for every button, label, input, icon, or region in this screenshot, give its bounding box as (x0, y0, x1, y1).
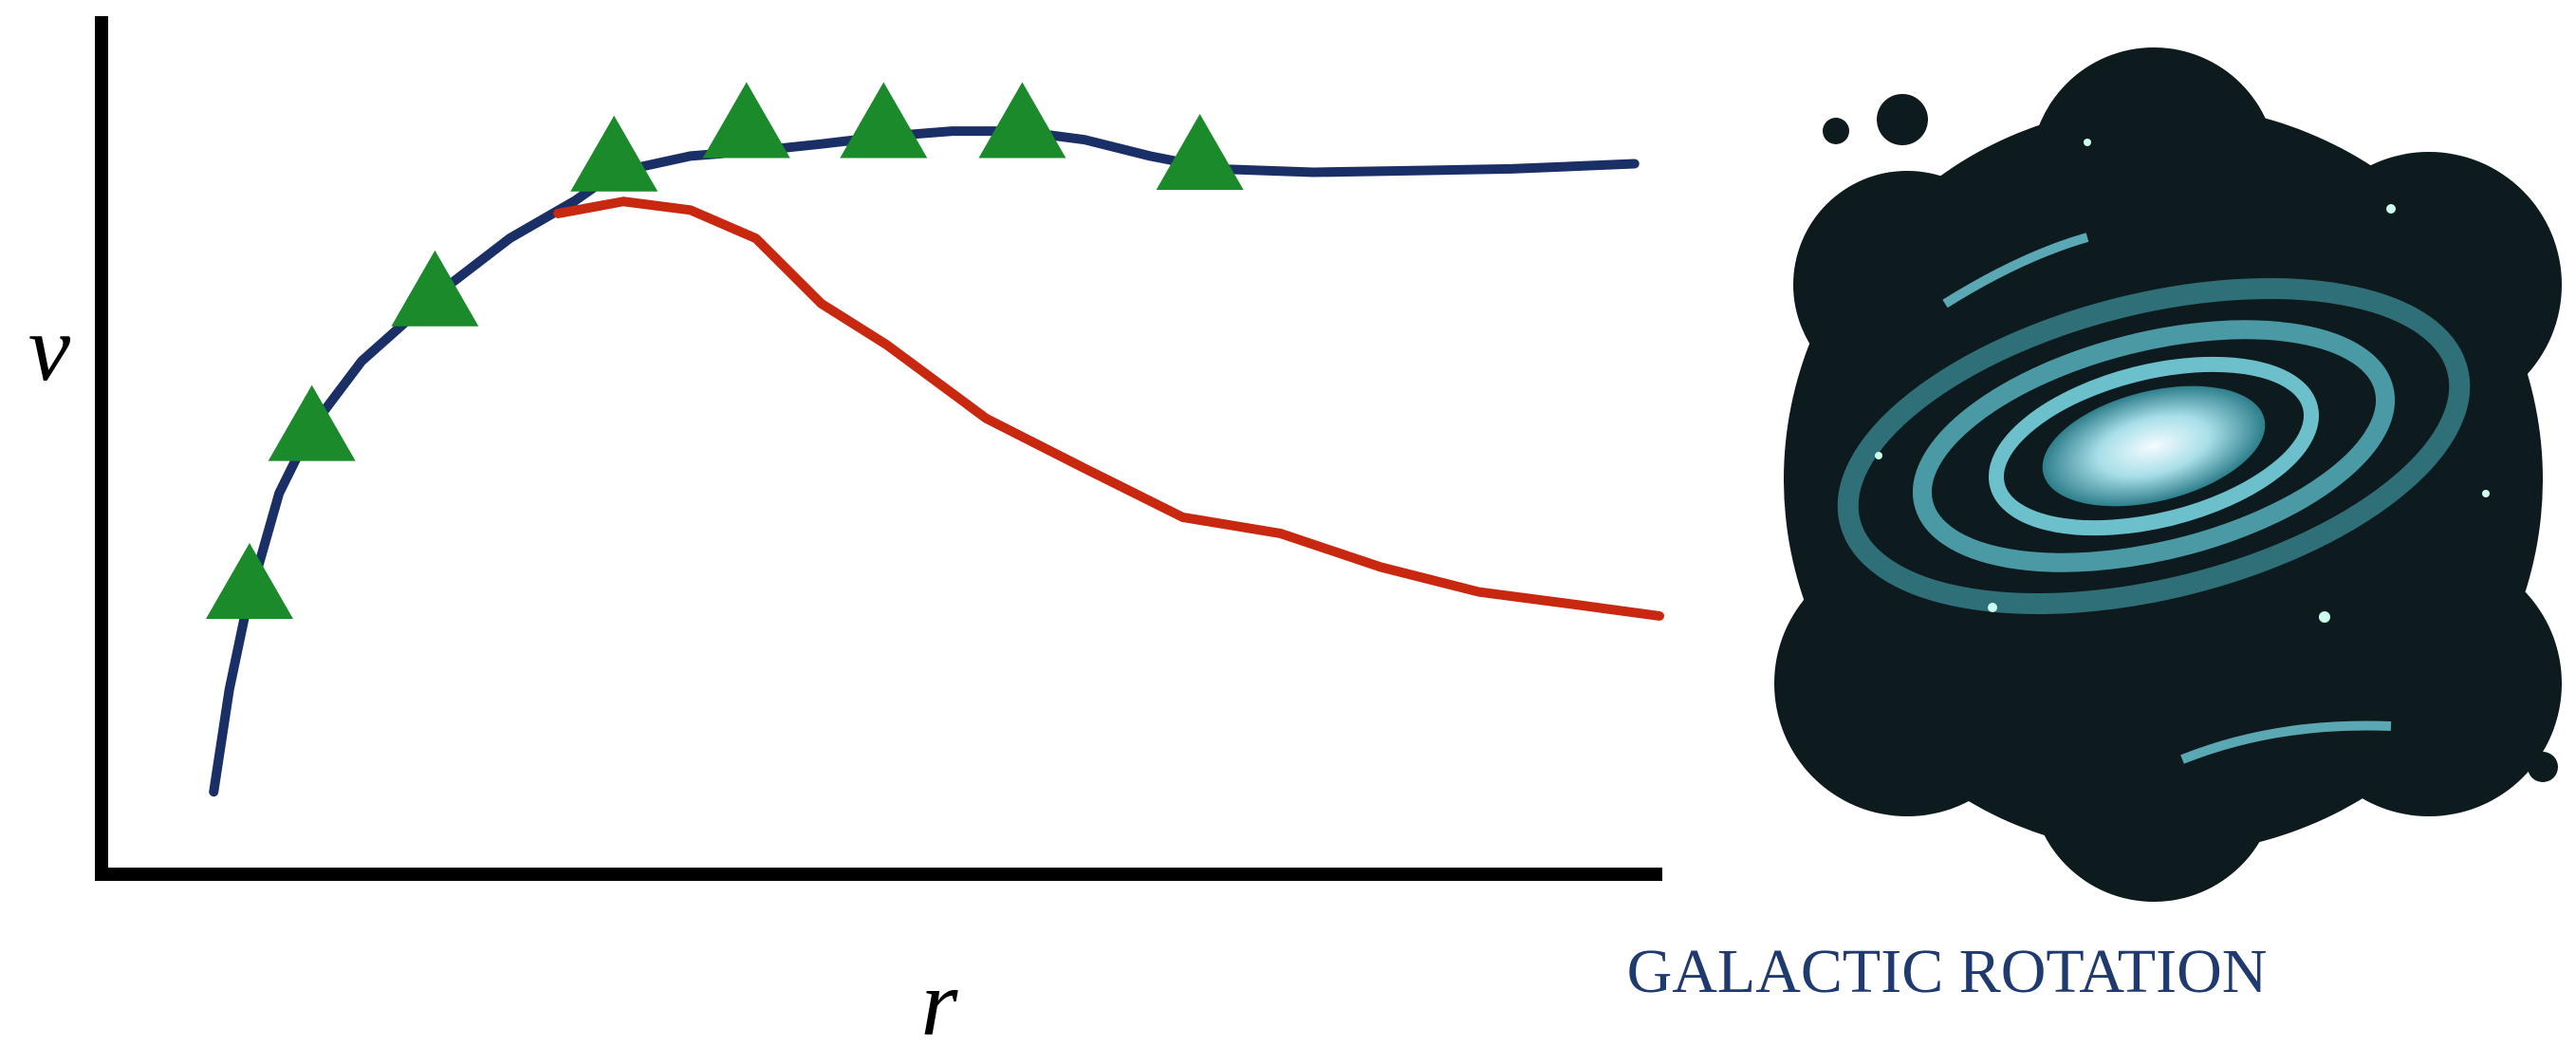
data-point (268, 384, 356, 461)
galaxy-illustration (1774, 47, 2562, 902)
data-point (205, 542, 293, 619)
data-point (840, 82, 928, 159)
data-point (702, 82, 790, 159)
data-point (570, 115, 658, 192)
data-point (978, 82, 1066, 159)
series-line (553, 196, 1664, 621)
caption: GALACTIC ROTATION (1627, 937, 2268, 1006)
series-line (209, 126, 1640, 797)
x-axis-label: r (921, 950, 959, 1047)
y-axis-label: v (28, 295, 71, 401)
data-point (391, 250, 479, 327)
data-point (1156, 113, 1244, 190)
